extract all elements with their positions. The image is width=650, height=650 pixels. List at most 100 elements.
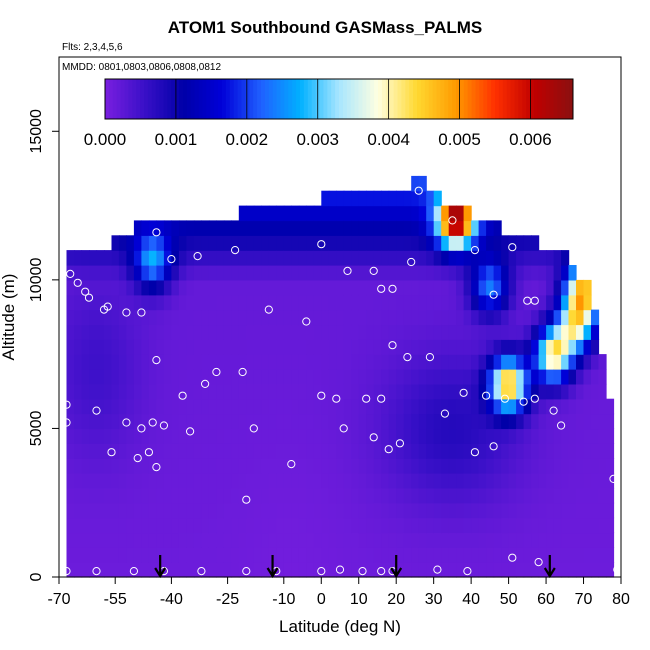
heatmap-cell: [321, 190, 330, 207]
heatmap-cell: [306, 487, 315, 504]
heatmap-cell: [223, 398, 232, 415]
heatmap-cell: [306, 502, 315, 519]
heatmap-cell: [433, 369, 442, 385]
heatmap-cell: [538, 369, 547, 385]
heatmap-cell: [538, 562, 547, 578]
heatmap-cell: [523, 265, 532, 281]
heatmap-cell: [546, 428, 555, 444]
colorbar-cell: [179, 79, 184, 119]
heatmap-cell: [291, 383, 300, 400]
heatmap-cell: [508, 294, 517, 311]
heatmap-cell: [583, 473, 592, 489]
heatmap-cell: [104, 428, 113, 444]
heatmap-cell: [388, 428, 397, 444]
colorbar-cell: [257, 79, 262, 119]
heatmap-cell: [178, 354, 187, 370]
heatmap-cell: [343, 354, 352, 370]
heatmap-cell: [283, 220, 292, 236]
heatmap-cell: [193, 517, 202, 534]
heatmap-cell: [403, 294, 412, 311]
heatmap-cell: [456, 473, 465, 489]
heatmap-cell: [283, 443, 292, 459]
heatmap-cell: [433, 502, 442, 519]
heatmap-cell: [583, 294, 592, 311]
heatmap-cell: [441, 458, 450, 474]
heatmap-cell: [583, 354, 592, 370]
heatmap-cell: [141, 487, 150, 504]
heatmap-cell: [223, 339, 232, 355]
heatmap-cell: [208, 473, 217, 489]
heatmap-cell: [336, 443, 345, 459]
heatmap-cell: [553, 413, 562, 430]
heatmap-cell: [576, 413, 585, 430]
sample-point: [557, 421, 566, 430]
heatmap-cell: [261, 339, 270, 355]
heatmap-cell: [104, 354, 113, 370]
heatmap-cell: [156, 309, 165, 326]
heatmap-cell: [486, 220, 495, 236]
heatmap-cell: [493, 235, 502, 251]
heatmap-cell: [478, 309, 487, 326]
heatmap-cell: [576, 428, 585, 444]
heatmap-cell: [253, 339, 262, 355]
sample-point: [238, 367, 247, 377]
heatmap-cell: [343, 309, 352, 326]
heatmap-cell: [486, 235, 495, 251]
heatmap-cell: [403, 398, 412, 415]
colorbar-cell: [350, 79, 356, 119]
heatmap-cell: [426, 339, 435, 355]
heatmap-cell: [291, 502, 300, 519]
heatmap-cell: [298, 279, 307, 296]
heatmap-cell: [126, 413, 135, 430]
heatmap-cell: [606, 517, 615, 534]
heatmap-cell: [553, 339, 562, 355]
heatmap-cell: [358, 458, 367, 474]
heatmap-cell: [381, 562, 390, 578]
heatmap-cell: [478, 235, 487, 251]
heatmap-cell: [306, 294, 315, 311]
heatmap-cell: [388, 473, 397, 489]
heatmap-cell: [433, 294, 442, 311]
heatmap-cell: [388, 279, 397, 296]
heatmap-cell: [276, 562, 285, 578]
heatmap-cell: [291, 458, 300, 474]
heatmap-cell: [343, 443, 352, 459]
heatmap-cell: [426, 250, 435, 266]
heatmap-cell: [74, 473, 83, 489]
heatmap-cell: [268, 487, 277, 504]
colorbar-cell: [124, 79, 129, 119]
heatmap-cell: [433, 324, 442, 340]
heatmap-cell: [163, 562, 172, 578]
sample-point: [388, 284, 397, 293]
heatmap-cell: [178, 265, 187, 281]
heatmap-cell: [216, 517, 225, 534]
heatmap-cell: [96, 562, 105, 578]
heatmap-cell: [268, 220, 277, 236]
heatmap-cell: [298, 458, 307, 474]
heatmap-cell: [336, 205, 345, 222]
heatmap-cell: [351, 369, 360, 385]
heatmap-cell: [328, 398, 337, 415]
heatmap-cell: [126, 502, 135, 519]
heatmap-cell: [561, 250, 570, 266]
heatmap-cell: [313, 473, 322, 489]
heatmap-cell: [583, 428, 592, 444]
heatmap-cell: [501, 443, 510, 459]
heatmap-cell: [358, 294, 367, 311]
heatmap-cell: [201, 487, 210, 504]
heatmap-cell: [201, 250, 210, 266]
heatmap-cell: [321, 443, 330, 459]
heatmap-cell: [538, 413, 547, 430]
heatmap-cell: [186, 443, 195, 459]
heatmap-cell: [193, 413, 202, 430]
heatmap-cell: [186, 354, 195, 370]
colorbar-tick-label: 0.000: [84, 130, 127, 149]
heatmap-cell: [591, 354, 600, 370]
heatmap-cell: [463, 205, 472, 222]
heatmap-cell: [208, 339, 217, 355]
heatmap-cell: [66, 398, 75, 415]
heatmap-cell: [568, 279, 577, 296]
heatmap-cell: [246, 235, 255, 251]
sample-point: [335, 565, 345, 574]
